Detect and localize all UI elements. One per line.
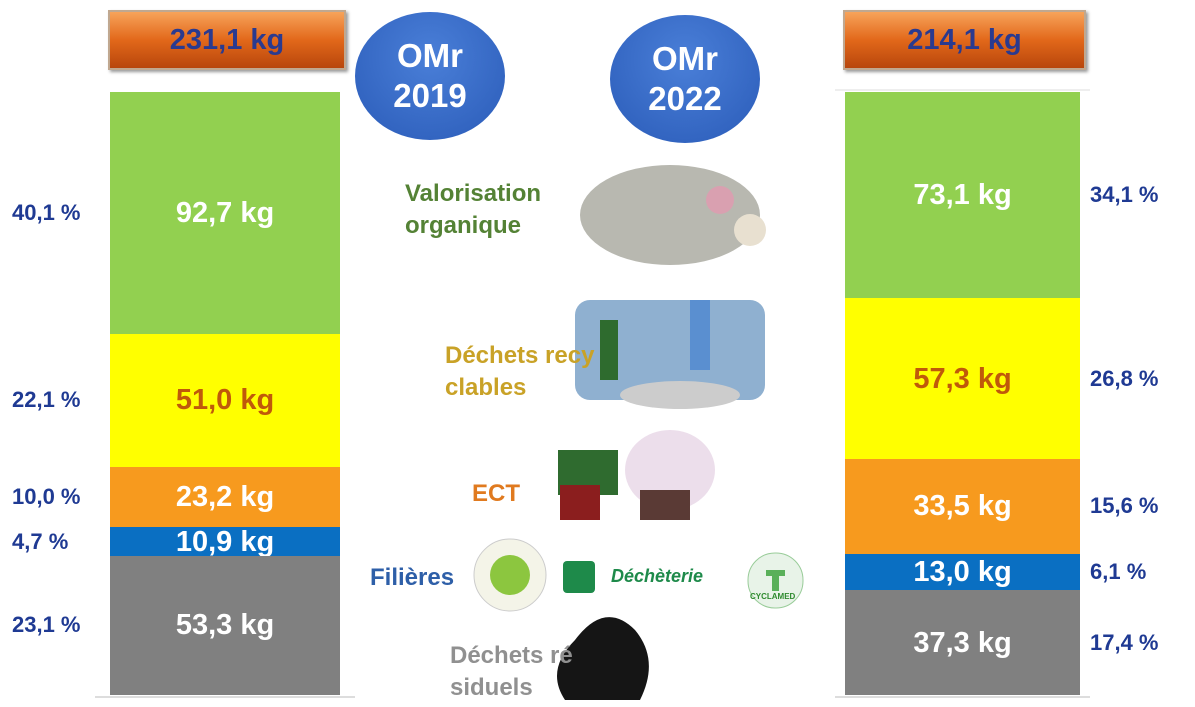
percent-label: 40,1 % bbox=[12, 199, 81, 225]
value-label: 92,7 kg bbox=[175, 196, 275, 229]
filieres-logos bbox=[473, 538, 804, 612]
series-name: Valorisation organique bbox=[405, 180, 542, 239]
ect-image bbox=[558, 430, 715, 520]
value-label: 33,5 kg bbox=[913, 490, 1012, 523]
percent-label: 6,1 % bbox=[1090, 558, 1147, 584]
category-text: OMr 2022 bbox=[648, 40, 722, 117]
value-label: 51,0 kg bbox=[175, 384, 275, 417]
bar-segment bbox=[845, 553, 1080, 591]
percent-label: 15,6 % bbox=[1090, 493, 1159, 519]
percent-label: 4,7 % bbox=[12, 528, 69, 554]
recyclables-image bbox=[575, 300, 765, 409]
value-label: 73,1 kg bbox=[913, 178, 1012, 211]
percent-label: 17,4 % bbox=[1090, 629, 1159, 655]
value-label: 37,3 kg bbox=[913, 626, 1012, 659]
bar-segment bbox=[845, 590, 1080, 696]
total-label: 231,1 kg bbox=[108, 10, 346, 70]
value-label: 13,0 kg bbox=[913, 555, 1012, 588]
category-text: OMr 2019 bbox=[393, 37, 467, 114]
bar-segment bbox=[845, 297, 1080, 460]
percent-label: 22,1 % bbox=[12, 387, 81, 413]
category-label: OMr 2019 bbox=[355, 12, 505, 140]
percent-label: 34,1 % bbox=[1090, 181, 1159, 207]
value-label: 10,9 kg bbox=[175, 525, 275, 558]
series-name: ECT bbox=[472, 480, 520, 507]
bar-segment bbox=[845, 459, 1080, 554]
series-name: Filières bbox=[370, 564, 455, 591]
compost-image bbox=[580, 165, 766, 265]
logo-text: CYCLAMED bbox=[750, 592, 796, 601]
series-name: Déchets recyclables bbox=[445, 342, 595, 401]
value-label: 53,3 kg bbox=[175, 609, 275, 642]
bag-image bbox=[557, 617, 649, 700]
series-name: Déchets résiduels bbox=[450, 642, 573, 701]
bar-segment bbox=[110, 92, 340, 334]
percent-label: 26,8 % bbox=[1090, 365, 1159, 391]
bar-segment bbox=[110, 555, 340, 695]
bar-segment bbox=[110, 466, 340, 528]
percent-label: 23,1 % bbox=[12, 612, 81, 638]
value-label: 57,3 kg bbox=[913, 362, 1012, 395]
value-label: 23,2 kg bbox=[175, 481, 275, 514]
bar-segment bbox=[845, 92, 1080, 298]
category-label: OMr 2022 bbox=[610, 15, 760, 143]
percent-label: 10,0 % bbox=[12, 484, 81, 510]
total-label: 214,1 kg bbox=[843, 10, 1086, 70]
logo-text: Déchèterie bbox=[611, 566, 704, 586]
bar-segment bbox=[110, 527, 340, 556]
bar-segment bbox=[110, 333, 340, 467]
